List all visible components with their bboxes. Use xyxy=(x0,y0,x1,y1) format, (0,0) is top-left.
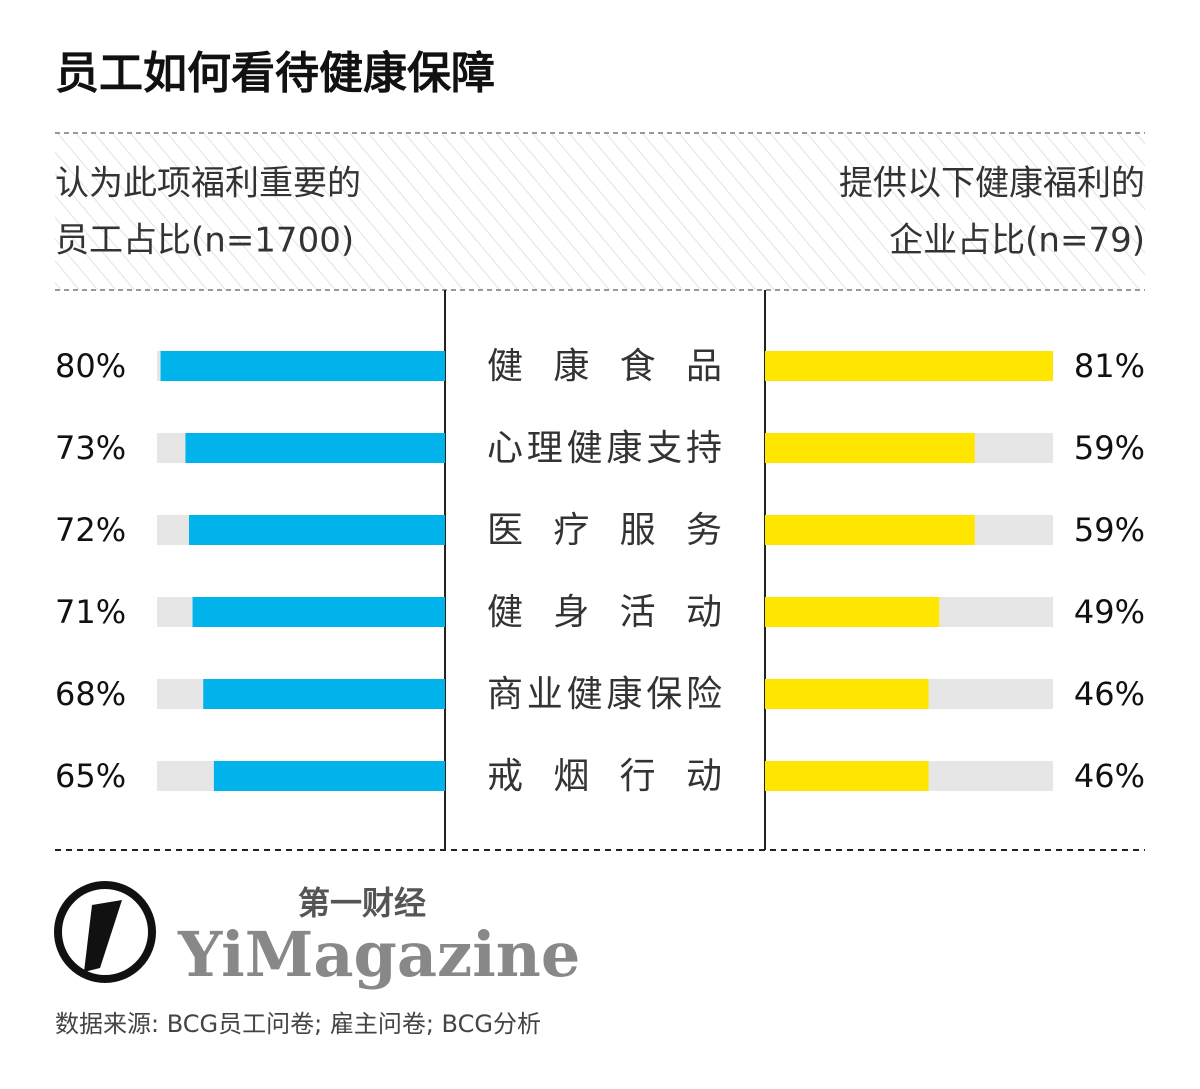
value-label: 81% xyxy=(1074,347,1145,385)
bar xyxy=(765,515,975,545)
bar xyxy=(203,679,445,709)
value-label: 46% xyxy=(1074,675,1145,713)
bar xyxy=(160,351,446,381)
right-label: 企业占比(n=79) xyxy=(889,221,1145,261)
value-label: 73% xyxy=(55,429,126,467)
brand-en: YiMagazine xyxy=(177,918,580,991)
value-label: 46% xyxy=(1074,757,1145,795)
value-label: 68% xyxy=(55,675,126,713)
logo xyxy=(54,881,156,983)
value-label: 59% xyxy=(1074,429,1145,467)
chart-title: 员工如何看待健康保障 xyxy=(55,48,495,99)
brand: 第一财经 xyxy=(298,884,426,922)
right-label: 提供以下健康福利的 xyxy=(839,164,1145,204)
value-label: 71% xyxy=(55,593,126,631)
bar xyxy=(189,515,445,545)
bar xyxy=(765,761,929,791)
bar xyxy=(185,433,445,463)
source: 数据来源: BCG员工问卷; 雇主问卷; BCG分析 xyxy=(55,1010,541,1038)
logo xyxy=(84,900,122,972)
value-label: 80% xyxy=(55,347,126,385)
left-label: 员工占比(n=1700) xyxy=(55,221,354,261)
bar xyxy=(765,597,940,627)
bar xyxy=(765,351,1053,381)
left-label: 认为此项福利重要的 xyxy=(55,164,361,204)
bar xyxy=(765,433,975,463)
value-label: 65% xyxy=(55,757,126,795)
bar xyxy=(213,761,445,791)
value-label: 49% xyxy=(1074,593,1145,631)
bar xyxy=(192,597,445,627)
bar xyxy=(765,679,929,709)
header-band xyxy=(55,133,1145,290)
value-label: 59% xyxy=(1074,511,1145,549)
value-label: 72% xyxy=(55,511,126,549)
